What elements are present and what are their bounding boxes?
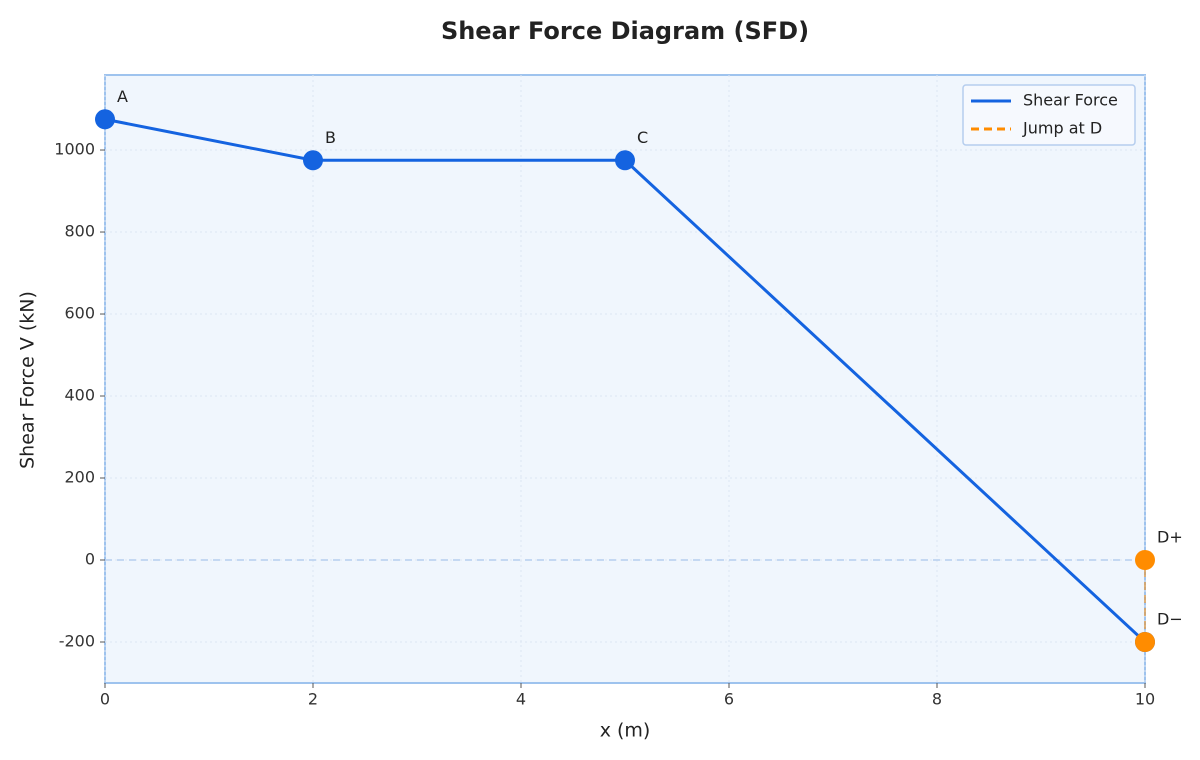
x-tick-label: 6 <box>724 690 734 709</box>
y-tick-label: 600 <box>64 304 95 323</box>
point-marker <box>303 150 323 171</box>
x-tick-label: 4 <box>516 690 526 709</box>
y-tick-label: 1000 <box>54 140 95 159</box>
point-marker <box>1135 550 1155 571</box>
point-label: C <box>637 128 648 147</box>
point-marker <box>1135 632 1155 653</box>
legend-text: Shear Force <box>1023 91 1118 110</box>
point-label: D+ <box>1157 528 1183 547</box>
y-tick-label: 800 <box>64 222 95 241</box>
point-marker <box>615 150 635 171</box>
x-tick-label: 10 <box>1135 690 1155 709</box>
y-tick-label: 0 <box>85 550 95 569</box>
legend: Shear Force Jump at D <box>962 84 1136 146</box>
x-tick-label: 2 <box>308 690 318 709</box>
x-tick-label: 0 <box>100 690 110 709</box>
y-tick-label: -200 <box>59 632 95 651</box>
legend-text: Jump at D <box>1022 119 1102 138</box>
point-label: D− <box>1157 610 1183 629</box>
y-tick-label: 200 <box>64 468 95 487</box>
y-tick-label: 400 <box>64 386 95 405</box>
x-tick-label: 8 <box>932 690 942 709</box>
chart-title: Shear Force Diagram (SFD) <box>441 17 809 45</box>
point-label: B <box>325 128 336 147</box>
series-line <box>104 117 1147 644</box>
point-label: A <box>117 87 128 106</box>
x-axis-label: x (m) <box>600 720 651 742</box>
marks: A B C D− D+ <box>95 87 1183 653</box>
grid <box>100 75 1146 688</box>
plot-area <box>104 74 1146 684</box>
point-marker <box>95 109 115 130</box>
y-axis-label: Shear Force V (kN) <box>17 291 39 469</box>
